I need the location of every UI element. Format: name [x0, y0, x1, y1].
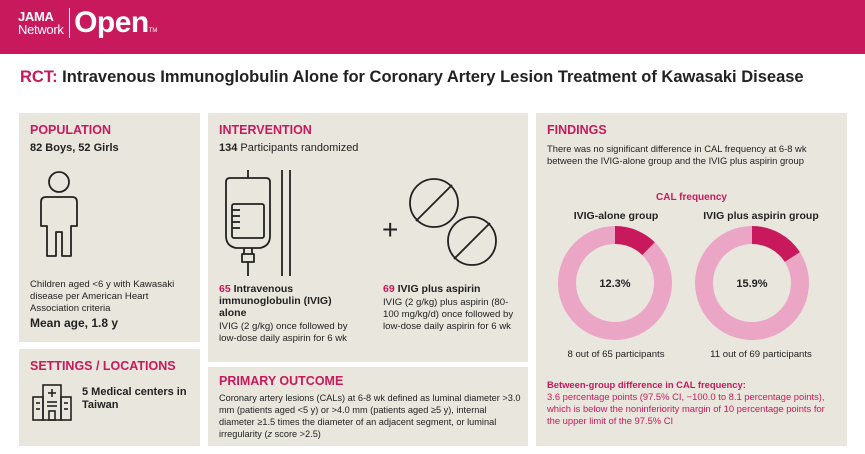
header-bar: JAMA Network Open TM	[0, 0, 865, 54]
outcome-text-before: Coronary artery lesions (CALs) at 6-8 wk…	[219, 393, 521, 439]
settings-panel: SETTINGS / LOCATIONS 5 Medical centers i…	[19, 349, 200, 446]
donut-1-cal-segment	[615, 226, 655, 256]
primary-outcome-text: Coronary artery lesions (CALs) at 6-8 wk…	[219, 392, 521, 440]
settings-text: 5 Medical centers in Taiwan	[82, 386, 187, 411]
page-title: RCT: Intravenous Immunoglobulin Alone fo…	[20, 68, 804, 87]
arm1-title: 65 Intravenous immunoglobulin (IVIG) alo…	[219, 283, 359, 319]
intervention-heading: INTERVENTION	[219, 123, 312, 137]
donut-2-cal-segment	[752, 226, 800, 262]
arm2-title: 69 IVIG plus aspirin	[383, 283, 523, 295]
logo-line-1: JAMA	[18, 9, 54, 24]
title-text: Intravenous Immunoglobulin Alone for Cor…	[62, 68, 804, 86]
difference-text: 3.6 percentage points (97.5% CI, −100.0 …	[547, 391, 825, 426]
group1-name: IVIG-alone group	[573, 210, 659, 222]
outcome-text-after: score >2.5)	[272, 429, 321, 439]
primary-outcome-heading: PRIMARY OUTCOME	[219, 374, 344, 388]
population-heading: POPULATION	[30, 123, 112, 137]
logo-divider	[68, 8, 71, 38]
arm1-count: 65	[219, 283, 231, 295]
randomized-line: 134 Participants randomized	[219, 142, 358, 154]
group1-participants: 8 out of 65 participants	[567, 349, 665, 360]
chart-label: CAL frequency	[656, 192, 727, 203]
pills-icon	[409, 178, 497, 266]
findings-heading: FINDINGS	[547, 123, 607, 137]
population-panel: POPULATION 82 Boys, 52 Girls Children ag…	[19, 113, 200, 342]
intervention-panel: INTERVENTION 134 Participants randomized…	[208, 113, 528, 362]
population-description: Children aged <6 y with Kawasaki disease…	[30, 279, 175, 314]
title-prefix: RCT:	[20, 68, 58, 86]
jama-network-open-logo[interactable]: JAMA Network Open TM	[18, 8, 157, 38]
hospital-building-icon	[32, 384, 72, 421]
donut-2-remainder-segment	[695, 226, 809, 340]
logo-small-text: JAMA Network	[18, 10, 64, 36]
iv-bag-icon	[225, 170, 291, 276]
logo-line-2: Network	[18, 22, 64, 37]
child-icon	[40, 171, 78, 257]
population-counts: 82 Boys, 52 Girls	[30, 142, 119, 154]
donut-1-remainder-segment	[558, 226, 672, 340]
outcome-text-italic: z	[267, 429, 273, 439]
arm2-description: IVIG (2 g/kg) plus aspirin (80-100 mg/kg…	[383, 297, 514, 332]
findings-summary: There was no significant difference in C…	[547, 143, 807, 166]
cal-frequency-chart	[558, 226, 809, 340]
arm2-count: 69	[383, 283, 395, 295]
population-mean-age: Mean age, 1.8 y	[30, 316, 119, 330]
difference-heading: Between-group difference in CAL frequenc…	[547, 379, 746, 390]
logo-trademark: TM	[148, 28, 158, 34]
logo-big-text: Open	[74, 6, 149, 39]
randomized-count: 134	[219, 142, 238, 154]
group2-percent: 15.9%	[736, 278, 768, 290]
plus-sign: +	[382, 214, 399, 245]
arm2-name: IVIG plus aspirin	[397, 283, 481, 295]
arm1-description: IVIG (2 g/kg) once followed by low-dose …	[219, 321, 348, 344]
group2-name: IVIG plus aspirin group	[703, 210, 819, 222]
randomized-text: Participants randomized	[240, 142, 359, 154]
group2-participants: 11 out of 69 participants	[710, 349, 812, 360]
group1-percent: 12.3%	[599, 278, 631, 290]
arm1-name: Intravenous immunoglobulin (IVIG) alone	[219, 283, 332, 319]
primary-outcome-panel: PRIMARY OUTCOME Coronary artery lesions …	[208, 367, 528, 446]
findings-panel: FINDINGS There was no significant differ…	[536, 113, 847, 446]
settings-heading: SETTINGS / LOCATIONS	[30, 359, 176, 373]
